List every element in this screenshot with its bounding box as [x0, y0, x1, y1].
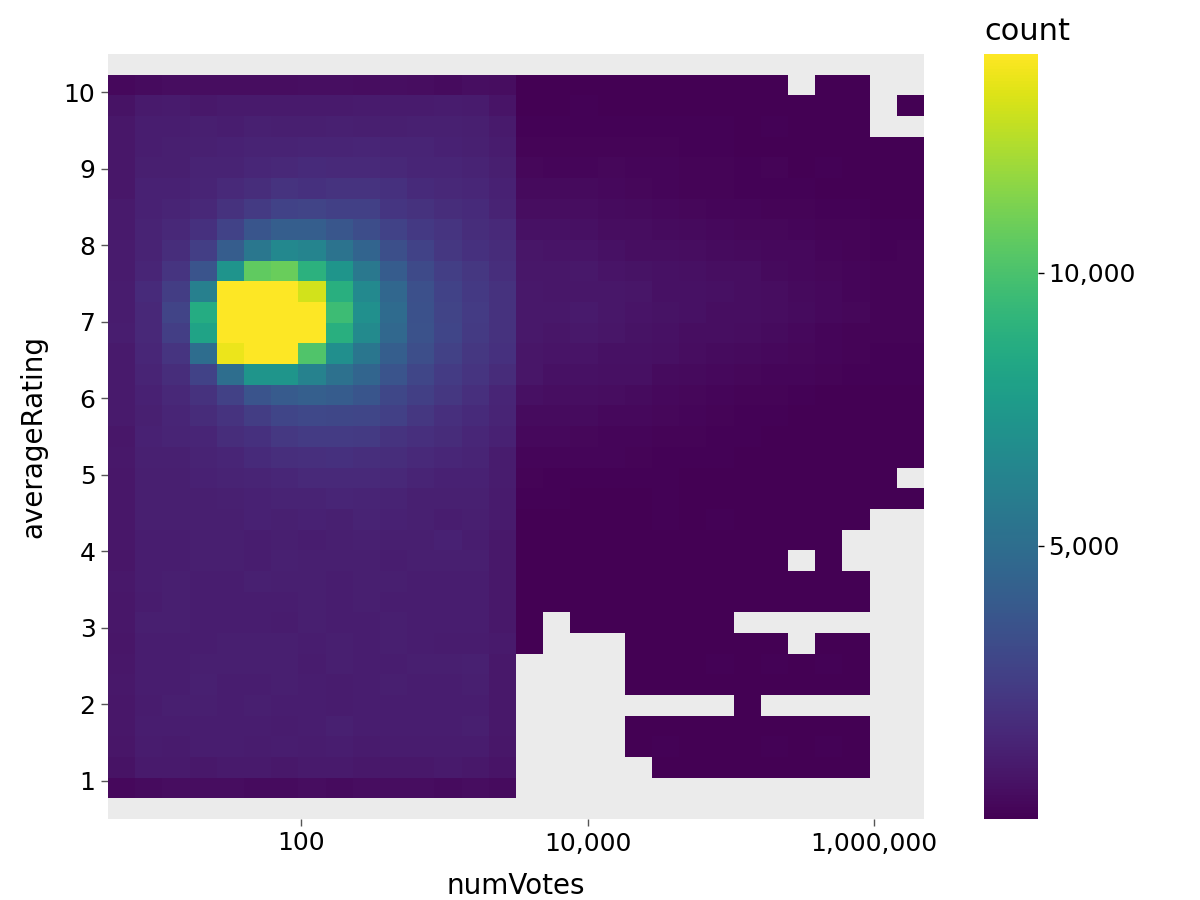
Y-axis label: averageRating: averageRating [19, 335, 47, 538]
X-axis label: numVotes: numVotes [446, 872, 586, 900]
Text: count: count [984, 17, 1070, 46]
